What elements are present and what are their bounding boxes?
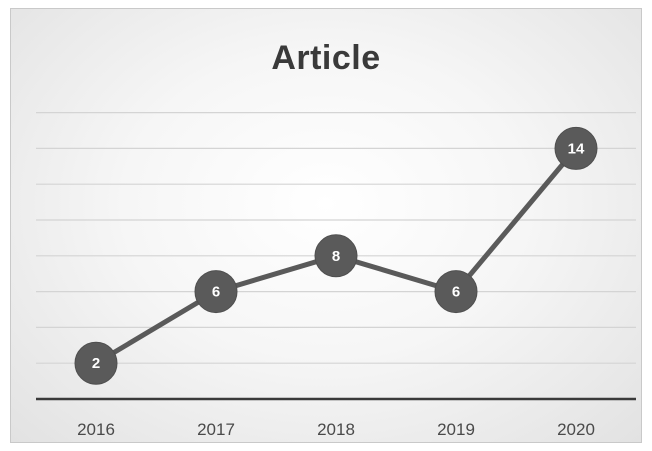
x-tick-labels: 2016 2017 2018 2019 2020 — [77, 420, 595, 439]
x-tick-label: 2016 — [77, 420, 115, 439]
data-point — [314, 234, 358, 278]
data-label: 14 — [568, 140, 585, 157]
x-tick-label: 2017 — [197, 420, 235, 439]
data-point — [74, 341, 118, 385]
data-label: 6 — [452, 284, 460, 301]
series: 2 6 8 6 14 — [74, 126, 598, 385]
x-tick-label: 2020 — [557, 420, 595, 439]
gridlines — [36, 111, 636, 364]
data-point — [434, 270, 478, 314]
data-label: 6 — [212, 284, 220, 301]
chart-title: Article — [271, 39, 381, 77]
data-label: 2 — [92, 355, 100, 372]
data-point — [554, 126, 598, 170]
data-point — [194, 270, 238, 314]
x-tick-label: 2018 — [317, 420, 355, 439]
data-label: 8 — [332, 248, 340, 265]
x-tick-label: 2019 — [437, 420, 475, 439]
